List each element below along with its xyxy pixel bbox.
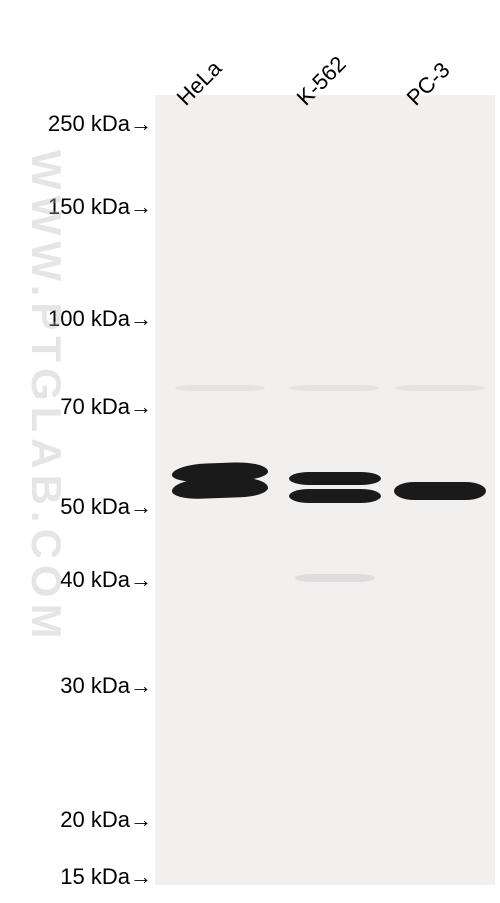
blot-band (175, 385, 265, 391)
blot-band (295, 574, 375, 582)
blot-band (394, 482, 486, 500)
blot-band (289, 489, 381, 503)
marker-label: 30 kDa→ (60, 673, 152, 699)
marker-label: 250 kDa→ (48, 111, 152, 137)
blot-band (395, 385, 485, 391)
marker-label: 40 kDa→ (60, 567, 152, 593)
marker-label: 15 kDa→ (60, 864, 152, 890)
blot-band (290, 385, 380, 391)
marker-label: 50 kDa→ (60, 494, 152, 520)
watermark-text: WWW.PTGLAB.COM (22, 150, 70, 645)
blot-band (289, 472, 381, 485)
marker-label: 70 kDa→ (60, 394, 152, 420)
marker-label: 20 kDa→ (60, 807, 152, 833)
western-blot-figure: HeLaK-562PC-3 250 kDa→150 kDa→100 kDa→70… (0, 0, 500, 903)
